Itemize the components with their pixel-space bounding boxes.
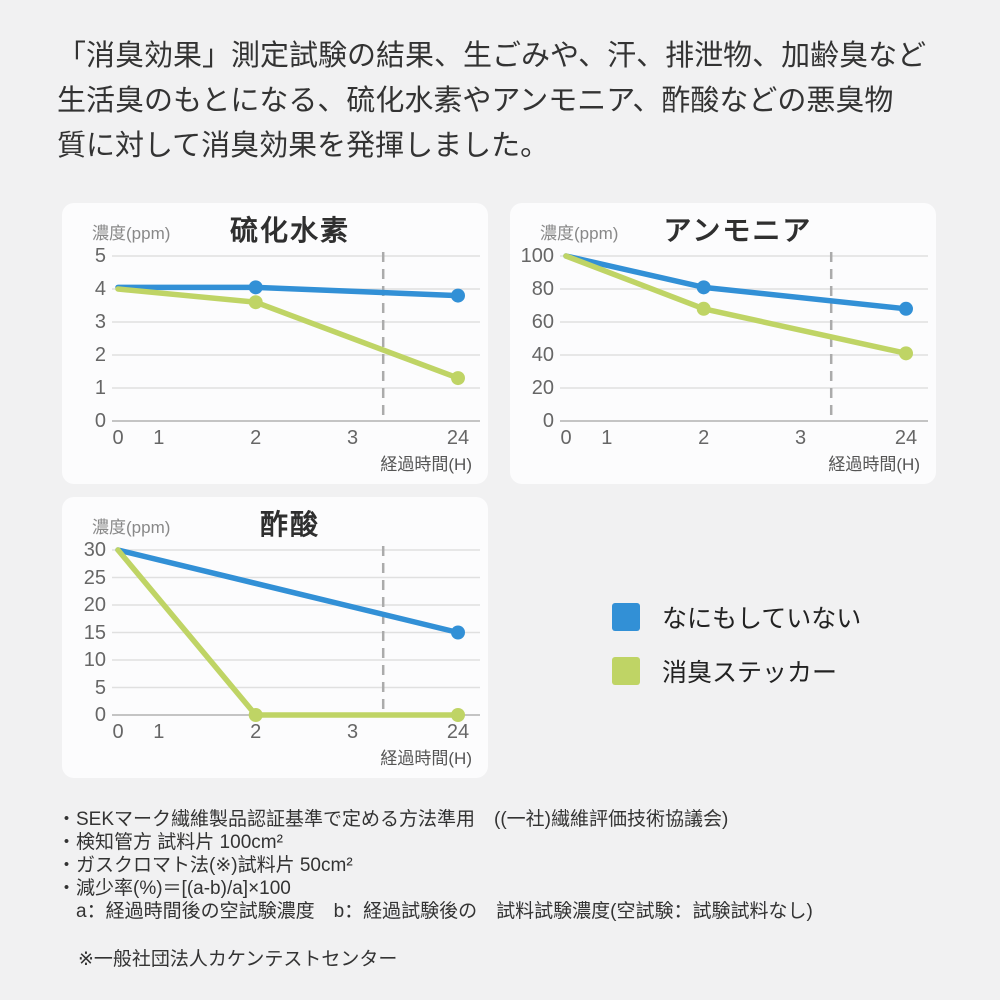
- y-tick-label: 0: [94, 410, 106, 432]
- series-line-blue: [563, 253, 909, 312]
- x-tick-label: 0: [560, 427, 572, 449]
- x-axis-label: 経過時間(H): [380, 455, 472, 474]
- footnotes: ・SEKマーク繊維製品認証基準で定める方法準用 ((一社)繊維評価技術協議会) …: [57, 808, 957, 923]
- y-tick-label: 5: [94, 245, 106, 267]
- x-tick-label: 24: [446, 721, 470, 743]
- y-tick-label: 20: [531, 377, 554, 399]
- legend-item-deodorant-sticker: 消臭ステッカー: [612, 657, 861, 687]
- x-axis-label: 経過時間(H): [380, 749, 472, 768]
- y-tick-label: 20: [83, 594, 106, 616]
- legend-item-untreated: なにもしていない: [612, 603, 861, 633]
- series-line-green: [115, 286, 461, 381]
- y-tick-label: 100: [520, 245, 554, 267]
- chart-plot-area: [112, 252, 480, 422]
- data-point-marker: [451, 371, 465, 386]
- footnote-line: ・検知管方 試料片 100cm²: [57, 832, 283, 853]
- chart-plot-area: [560, 252, 928, 422]
- y-axis-unit-label: 濃度(ppm): [92, 224, 171, 243]
- footnote-line: a：経過時間後の空試験濃度 b：経過試験後の 試料試験濃度(空試験：試験試料なし…: [57, 901, 813, 922]
- data-point-marker: [696, 301, 711, 316]
- footnote-line: ・ガスクロマト法(※)試料片 50cm²: [57, 855, 353, 876]
- chart-plot-area: [112, 546, 480, 722]
- x-tick-label: 2: [698, 427, 710, 449]
- y-tick-label: 25: [83, 566, 106, 589]
- data-point-marker: [248, 295, 263, 310]
- x-axis-label: 経過時間(H): [828, 455, 920, 474]
- data-point-marker: [451, 708, 465, 722]
- chart-title: 酢酸: [259, 509, 320, 540]
- y-tick-label: 60: [531, 311, 554, 333]
- test-center-source: ※一般社団法人カケンテストセンター: [78, 949, 398, 970]
- chart-card-ammonia: 濃度(ppm) アンモニア 経過時間(H) 0 20 40 60 80 100 0 1 2 3 24: [510, 203, 936, 484]
- legend-label: 消臭ステッカー: [662, 659, 838, 687]
- y-tick-label: 10: [83, 649, 106, 671]
- x-tick-label: 2: [250, 721, 262, 743]
- y-axis-unit-label: 濃度(ppm): [540, 224, 619, 243]
- intro-text-line: 質に対して消臭効果を発揮しました。: [57, 130, 550, 162]
- footnote-line: ・SEKマーク繊維製品認証基準で定める方法準用 ((一社)繊維評価技術協議会): [57, 809, 729, 830]
- y-tick-label: 3: [94, 311, 106, 333]
- x-tick-label: 1: [601, 427, 613, 449]
- chart-title: アンモニア: [663, 215, 813, 246]
- intro-text-line: 生活臭のもとになる、硫化水素やアンモニア、酢酸などの悪臭物: [57, 85, 894, 117]
- data-point-marker: [451, 625, 465, 640]
- chart-card-hydrogen-sulfide: 濃度(ppm) 硫化水素 経過時間(H) 0 1 2 3 4 5 0 1 2 3 24: [62, 203, 488, 484]
- data-point-marker: [248, 280, 263, 295]
- x-tick-label: 1: [153, 721, 165, 743]
- footnote-line: ・減少率(%)＝[(a-b)/a]×100: [57, 878, 291, 899]
- y-tick-label: 0: [542, 410, 554, 432]
- x-tick-label: 3: [795, 427, 807, 449]
- chart-card-acetic-acid: 濃度(ppm) 酢酸 経過時間(H) 0 5 10 15 20 25 30 0 1 2 3 24: [62, 497, 488, 778]
- data-point-marker: [899, 301, 913, 316]
- intro-text: 「消臭効果」測定試験の結果、生ごみや、汗、排泄物、加齢臭など 生活臭のもとになる…: [57, 34, 957, 169]
- y-tick-label: 5: [94, 676, 106, 699]
- legend-swatch-green: [612, 657, 640, 685]
- data-point-marker: [451, 288, 465, 303]
- x-tick-label: 24: [894, 427, 918, 449]
- intro-text-line: 「消臭効果」測定試験の結果、生ごみや、汗、排泄物、加齢臭など: [57, 40, 927, 72]
- series-line-blue: [115, 547, 461, 636]
- y-tick-label: 15: [83, 621, 106, 644]
- y-tick-label: 4: [94, 278, 106, 300]
- data-point-marker: [899, 346, 913, 361]
- y-axis-unit-label: 濃度(ppm): [92, 518, 171, 537]
- x-tick-label: 2: [250, 427, 262, 449]
- y-tick-label: 40: [531, 344, 554, 366]
- x-tick-label: 3: [347, 721, 359, 743]
- x-tick-label: 0: [112, 721, 124, 743]
- x-tick-label: 1: [153, 427, 165, 449]
- y-tick-label: 0: [94, 704, 106, 726]
- legend-swatch-blue: [612, 603, 640, 631]
- y-tick-label: 80: [531, 278, 554, 300]
- x-tick-label: 0: [112, 427, 124, 449]
- x-tick-label: 24: [446, 427, 470, 449]
- x-tick-label: 3: [347, 427, 359, 449]
- y-tick-label: 2: [94, 344, 106, 366]
- data-point-marker: [248, 708, 263, 722]
- y-tick-label: 30: [83, 539, 106, 561]
- legend-label: なにもしていない: [662, 605, 862, 633]
- data-point-marker: [696, 280, 711, 295]
- chart-title: 硫化水素: [229, 215, 350, 246]
- chart-legend: なにもしていない 消臭ステッカー: [612, 603, 861, 711]
- y-tick-label: 1: [94, 377, 106, 399]
